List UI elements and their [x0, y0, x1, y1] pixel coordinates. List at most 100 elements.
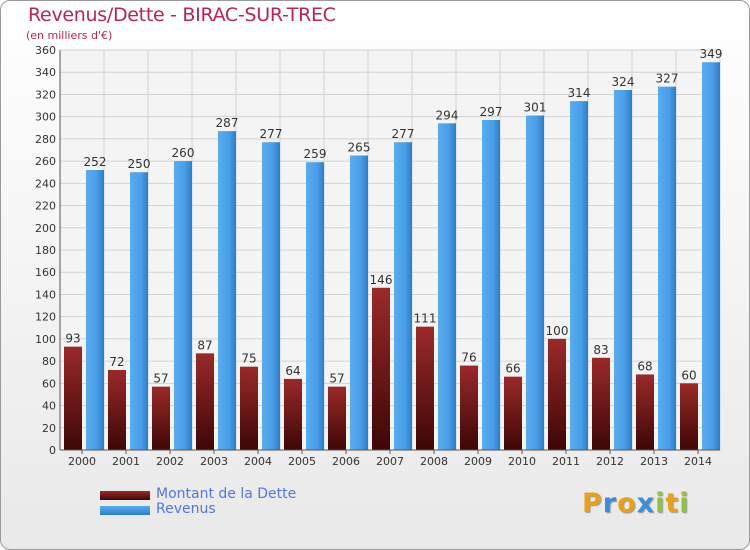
y-tick-label: 40	[42, 400, 56, 413]
y-tick-label: 20	[42, 422, 56, 435]
bar-debt	[680, 383, 698, 450]
bar-revenue	[218, 131, 236, 450]
logo-letter: i	[679, 488, 690, 519]
bar-debt	[548, 338, 566, 450]
data-label: 64	[285, 364, 300, 378]
data-label: 72	[109, 355, 124, 369]
logo-letter: r	[602, 488, 618, 519]
legend-item-debt: Montant de la Dette	[100, 487, 400, 502]
x-tick-label: 2010	[508, 455, 536, 468]
x-tick-label: 2011	[552, 455, 580, 468]
data-label: 324	[612, 75, 635, 89]
bar-debt	[592, 357, 610, 450]
y-tick-label: 220	[35, 200, 56, 213]
data-label: 301	[524, 101, 547, 115]
bar-debt	[64, 346, 82, 450]
legend-label-debt: Montant de la Dette	[156, 486, 297, 502]
chart-title: Revenus/Dette - BIRAC-SUR-TREC	[28, 4, 336, 26]
data-label: 146	[370, 273, 393, 287]
bar-debt	[240, 366, 258, 450]
bar-revenue	[306, 162, 324, 450]
bar-revenue	[174, 161, 192, 450]
legend-label-revenue: Revenus	[156, 501, 216, 517]
data-label: 252	[84, 155, 107, 169]
data-label: 349	[700, 47, 723, 61]
data-label: 57	[329, 372, 344, 386]
data-label: 294	[436, 108, 459, 122]
x-tick-label: 2005	[288, 455, 316, 468]
y-tick-label: 240	[35, 177, 56, 190]
data-label: 327	[656, 72, 679, 86]
bar-revenue	[570, 101, 588, 450]
logo-letter: P	[582, 488, 603, 519]
y-tick-label: 100	[35, 333, 56, 346]
bar-debt	[636, 374, 654, 450]
data-label: 314	[568, 86, 591, 100]
bar-debt	[504, 376, 522, 450]
bar-debt	[196, 353, 214, 450]
data-label: 87	[197, 338, 212, 352]
legend-swatch-debt	[100, 491, 150, 500]
x-tick-label: 2012	[596, 455, 624, 468]
data-label: 250	[128, 157, 151, 171]
x-tick-label: 2007	[376, 455, 404, 468]
x-tick-label: 2003	[200, 455, 228, 468]
logo-letter: t	[665, 488, 680, 519]
bar-revenue	[86, 170, 104, 450]
y-tick-label: 0	[49, 444, 56, 457]
bar-revenue	[350, 155, 368, 451]
y-tick-label: 360	[35, 44, 56, 57]
logo-letter: x	[636, 488, 656, 519]
legend-swatch-revenue	[100, 506, 150, 515]
data-label: 277	[260, 127, 283, 141]
data-label: 259	[304, 147, 327, 161]
data-label: 83	[593, 343, 608, 357]
data-label: 66	[505, 362, 520, 376]
bar-debt	[372, 287, 390, 450]
x-tick-label: 2013	[640, 455, 668, 468]
y-tick-label: 280	[35, 133, 56, 146]
chart-subtitle: (en milliers d'€)	[26, 29, 113, 42]
bar-revenue	[438, 123, 456, 450]
data-label: 265	[348, 141, 371, 155]
data-label: 277	[392, 127, 415, 141]
data-label: 76	[461, 351, 476, 365]
legend-item-revenue: Revenus	[100, 502, 400, 517]
x-tick-label: 2004	[244, 455, 272, 468]
x-tick-label: 2000	[68, 455, 96, 468]
y-tick-label: 140	[35, 288, 56, 301]
data-label: 57	[153, 372, 168, 386]
y-tick-label: 200	[35, 222, 56, 235]
data-label: 93	[65, 332, 80, 346]
x-tick-label: 2009	[464, 455, 492, 468]
y-tick-label: 180	[35, 244, 56, 257]
bar-debt	[284, 378, 302, 450]
logo-letter: i	[655, 488, 666, 519]
x-tick-label: 2002	[156, 455, 184, 468]
bar-revenue	[526, 115, 544, 451]
y-tick-label: 260	[35, 155, 56, 168]
y-tick-label: 320	[35, 88, 56, 101]
bar-debt	[416, 326, 434, 450]
y-tick-label: 80	[42, 355, 56, 368]
bar-revenue	[614, 90, 632, 450]
bar-debt	[108, 370, 126, 450]
y-tick-label: 160	[35, 266, 56, 279]
bar-revenue	[262, 142, 280, 450]
bar-debt	[460, 365, 478, 450]
y-tick-label: 340	[35, 66, 56, 79]
data-label: 287	[216, 116, 239, 130]
x-tick-label: 2001	[112, 455, 140, 468]
proxiti-logo: Proxiti	[582, 488, 690, 519]
x-tick-label: 2014	[684, 455, 712, 468]
logo-letter: o	[617, 488, 637, 519]
bar-revenue	[394, 142, 412, 450]
bar-debt	[328, 386, 346, 450]
data-label: 68	[637, 359, 652, 373]
y-tick-label: 300	[35, 111, 56, 124]
chart-legend: Montant de la Dette Revenus	[100, 487, 400, 517]
data-label: 260	[172, 146, 195, 160]
bar-debt	[152, 386, 170, 450]
bar-revenue	[482, 120, 500, 450]
